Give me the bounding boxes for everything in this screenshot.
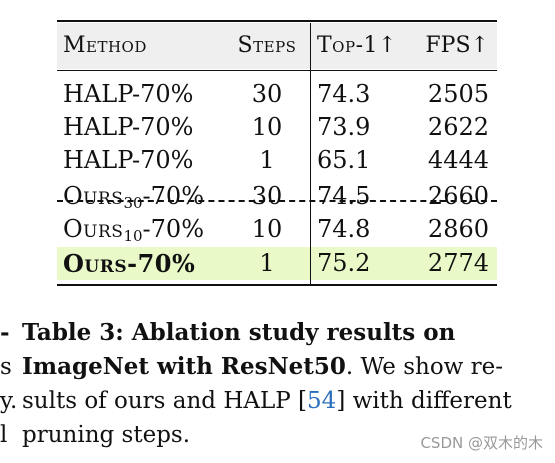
dashed-separator [57, 200, 497, 202]
method-subscript: 30 [123, 194, 143, 212]
table-row: Ours10-70% 10 74.8 2860 [57, 213, 497, 246]
fps-cell: 2622 [427, 113, 489, 141]
caption-line-4: l pruning steps. [0, 418, 555, 452]
top1-cell: 74.3 [317, 80, 371, 108]
header-method: Method [63, 33, 147, 58]
fps-cell: 2860 [427, 215, 489, 243]
method-cell: Ours30-70% [63, 180, 204, 220]
table-row-highlighted: Ours-70% 1 75.2 2774 [57, 247, 497, 280]
left-column-fragment: l [0, 422, 8, 448]
steps-cell: 30 [251, 182, 283, 210]
top1-cell: 74.5 [317, 182, 371, 210]
method-base: Ours [63, 182, 124, 210]
header-steps: Steps [237, 33, 297, 58]
column-divider [310, 23, 311, 284]
method-cell: HALP-70% [63, 80, 194, 108]
method-cell: HALP-70% [63, 113, 194, 141]
steps-cell: 10 [251, 215, 283, 243]
top1-cell: 73.9 [317, 113, 371, 141]
table-row: Ours30-70% 30 74.5 2660 [57, 180, 497, 213]
table-row: HALP-70% 10 73.9 2622 [57, 111, 497, 144]
caption-line-3-text: sults of ours and HALP [54] with differe… [22, 384, 512, 418]
table-row: HALP-70% 1 65.1 4444 [57, 144, 497, 177]
header-top1: Top-1↑ [317, 33, 397, 58]
left-column-fragment: - [0, 319, 10, 346]
steps-cell: 30 [251, 80, 283, 108]
caption-text: pruning steps. [22, 422, 191, 448]
top1-cell: 65.1 [317, 146, 371, 174]
left-column-fragment: s [0, 354, 12, 380]
table-row: HALP-70% 30 74.3 2505 [57, 78, 497, 111]
fps-cell: 2774 [427, 249, 489, 277]
caption-line-1: - Table 3: Ablation study results on [0, 316, 555, 350]
method-suffix: -70% [142, 215, 204, 243]
citation-link[interactable]: 54 [307, 388, 337, 414]
caption-title: Table 3: Ablation study results on [22, 319, 456, 346]
fps-cell: 2660 [427, 182, 489, 210]
top-rule [57, 20, 497, 22]
header-rule [57, 70, 497, 71]
steps-cell: 10 [251, 113, 283, 141]
caption-line-2-text: ImageNet with ResNet50. We show re- [22, 350, 503, 384]
caption-line-3: y. sults of ours and HALP [54] with diff… [0, 384, 555, 418]
caption-text: . We show re- [345, 354, 504, 380]
fps-cell: 4444 [427, 146, 489, 174]
caption-text: sults of ours and HALP [ [22, 388, 308, 414]
steps-cell: 1 [259, 249, 275, 277]
bottom-rule [57, 284, 497, 286]
caption-line-2: s ImageNet with ResNet50. We show re- [0, 350, 555, 384]
caption-text: ] with different [336, 388, 512, 414]
header-background [57, 23, 497, 69]
method-base: Ours [63, 215, 124, 243]
fps-cell: 2505 [427, 80, 489, 108]
caption-dataset: ImageNet with ResNet50 [22, 353, 346, 380]
method-cell: Ours-70% [63, 249, 196, 278]
method-cell: HALP-70% [63, 146, 194, 174]
steps-cell: 1 [259, 146, 275, 174]
top1-cell: 74.8 [317, 215, 371, 243]
method-suffix: -70% [142, 182, 204, 210]
method-cell: Ours10-70% [63, 213, 204, 253]
header-fps: FPS↑ [425, 33, 489, 58]
method-subscript: 10 [123, 227, 143, 245]
header-row: Method Steps Top-1↑ FPS↑ [57, 23, 497, 69]
top1-cell: 75.2 [317, 249, 371, 277]
watermark: CSDN @双木的木 [420, 434, 543, 452]
left-column-fragment: y. [0, 388, 18, 414]
